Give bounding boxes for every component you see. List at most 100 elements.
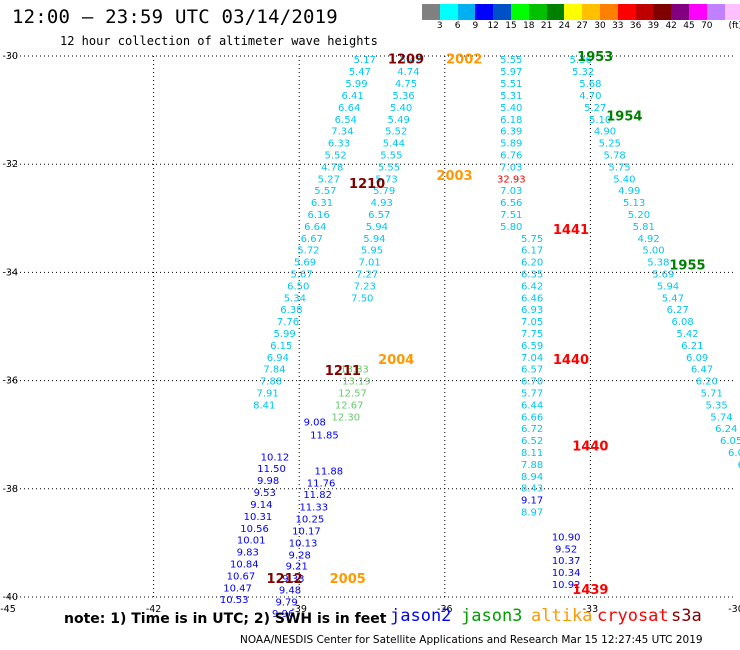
color-scale-label: 39 bbox=[647, 21, 660, 31]
wave-height-value: 6.93 bbox=[521, 305, 543, 316]
wave-height-value: 7.34 bbox=[331, 127, 353, 138]
wave-height-value: 11.85 bbox=[310, 431, 339, 442]
wave-height-value: 6.64 bbox=[338, 103, 360, 114]
wave-height-value: 4.93 bbox=[371, 198, 393, 209]
wave-height-value: 6.47 bbox=[691, 365, 713, 376]
wave-height-value: 6.27 bbox=[667, 305, 689, 316]
wave-height-value: 5.78 bbox=[604, 150, 626, 161]
wave-height-value: 10.13 bbox=[289, 538, 318, 549]
color-scale-swatch bbox=[457, 4, 476, 20]
wave-height-value: 10.67 bbox=[227, 571, 256, 582]
wave-height-value: 5.31 bbox=[500, 91, 522, 102]
wave-height-value: 5.27 bbox=[318, 174, 340, 185]
wave-height-value: 5.80 bbox=[500, 222, 522, 233]
wave-height-value: 4.70 bbox=[579, 91, 601, 102]
pass-time-label: 1440 bbox=[553, 353, 589, 368]
wave-height-value: 12.67 bbox=[335, 400, 364, 411]
color-scale-label: 21 bbox=[540, 21, 553, 31]
wave-height-value: 9.21 bbox=[286, 562, 308, 573]
pass-time-label: 1209 bbox=[388, 53, 424, 68]
wave-height-value: 7.88 bbox=[260, 377, 282, 388]
wave-height-value: 9.83 bbox=[237, 548, 259, 559]
wave-height-value: 5.75 bbox=[521, 234, 543, 245]
color-scale-unit: (ft) bbox=[728, 21, 740, 31]
wave-height-value: 10.90 bbox=[552, 532, 581, 543]
wave-height-value: 6.0 bbox=[728, 448, 740, 459]
pass-time-label: 1440 bbox=[572, 440, 608, 455]
wave-height-value: 9.33 bbox=[282, 574, 304, 585]
wave-height-value: 10.31 bbox=[244, 512, 273, 523]
wave-height-value: 5.17 bbox=[354, 55, 376, 66]
wave-height-value: 5.68 bbox=[579, 79, 601, 90]
wave-height-value: 7.04 bbox=[521, 353, 543, 364]
wave-height-value: 10.92 bbox=[552, 580, 581, 591]
wave-height-value: 5.79 bbox=[373, 186, 395, 197]
wave-height-value: 6.67 bbox=[301, 234, 323, 245]
wave-height-value: 5.99 bbox=[274, 329, 296, 340]
wave-height-value: 5.75 bbox=[608, 162, 630, 173]
wave-height-value: 5.44 bbox=[383, 139, 405, 150]
color-scale-swatch bbox=[582, 4, 600, 20]
wave-height-value: 5.73 bbox=[375, 174, 397, 185]
y-tick-label: -38 bbox=[2, 484, 18, 495]
legend-item-s3a: s3a bbox=[671, 606, 702, 626]
wave-height-value: 7.03 bbox=[500, 162, 522, 173]
y-tick-label: -30 bbox=[2, 51, 18, 62]
wave-height-value: 9.17 bbox=[521, 496, 543, 507]
wave-height-value: 5.97 bbox=[500, 67, 522, 78]
wave-height-value: 6.17 bbox=[521, 246, 543, 257]
wave-height-value: 5.57 bbox=[314, 186, 336, 197]
wave-height-value: 5.67 bbox=[290, 269, 312, 280]
wave-height-value: 5.38 bbox=[647, 258, 669, 269]
wave-height-value: 7.05 bbox=[521, 317, 543, 328]
wave-height-value: 5.69 bbox=[652, 269, 674, 280]
wave-height-value: 6.57 bbox=[521, 365, 543, 376]
pass-time-label: 2005 bbox=[330, 572, 366, 587]
color-scale-label: 45 bbox=[683, 21, 695, 31]
wave-height-value: 10.34 bbox=[552, 568, 581, 579]
color-scale-label: 18 bbox=[523, 21, 535, 31]
x-tick-label: -36 bbox=[437, 604, 453, 615]
x-tick-label: -42 bbox=[146, 604, 162, 615]
wave-height-value: 5.35 bbox=[705, 400, 727, 411]
wave-height-value: 10.25 bbox=[296, 515, 325, 526]
wave-height-value: 5.89 bbox=[500, 139, 522, 150]
color-scale-swatch bbox=[617, 4, 636, 20]
wave-height-value: 6.42 bbox=[521, 281, 543, 292]
wave-height-value: 4.90 bbox=[594, 127, 616, 138]
wave-height-value: 5.55 bbox=[378, 162, 400, 173]
wave-height-value: 5.47 bbox=[662, 293, 684, 304]
wave-height-value: 5.95 bbox=[361, 246, 383, 257]
wave-height-value: 7.01 bbox=[358, 258, 380, 269]
color-scale-swatch bbox=[546, 4, 565, 20]
wave-height-value: 9.08 bbox=[304, 418, 326, 429]
wave-height-value: 11.50 bbox=[257, 464, 286, 475]
wave-height-value: 6.38 bbox=[280, 305, 302, 316]
wave-height-value: 4.74 bbox=[397, 67, 419, 78]
wave-height-value: 7.27 bbox=[356, 269, 378, 280]
wave-height-value: 6.59 bbox=[521, 341, 543, 352]
wave-height-value: 6.70 bbox=[521, 377, 543, 388]
wave-height-value: 6.57 bbox=[368, 210, 390, 221]
color-scale-swatch bbox=[439, 4, 458, 20]
y-tick-label: -40 bbox=[2, 592, 18, 603]
wave-height-value: 10.53 bbox=[220, 595, 249, 606]
wave-height-value: 5.00 bbox=[642, 246, 664, 257]
wave-height-value: 9.48 bbox=[279, 585, 301, 596]
color-scale-swatch bbox=[724, 4, 740, 20]
x-tick-label: -45 bbox=[0, 604, 16, 615]
wave-height-value: 8.11 bbox=[521, 448, 543, 459]
color-scale-label: 36 bbox=[629, 21, 642, 31]
wave-height-value: 4.75 bbox=[395, 79, 417, 90]
wave-height-value: 10.56 bbox=[240, 524, 269, 535]
footer-credit: NOAA/NESDIS Center for Satellite Applica… bbox=[240, 634, 703, 646]
pass-time-label: 1211 bbox=[325, 364, 361, 379]
wave-height-value: 6.64 bbox=[304, 222, 326, 233]
wave-height-value: 5.94 bbox=[363, 234, 385, 245]
wave-height-value: 4.99 bbox=[618, 186, 640, 197]
wave-height-value: 6.20 bbox=[521, 258, 543, 269]
wave-height-value: 7.51 bbox=[500, 210, 522, 221]
wave-height-value: 5.74 bbox=[710, 412, 732, 423]
